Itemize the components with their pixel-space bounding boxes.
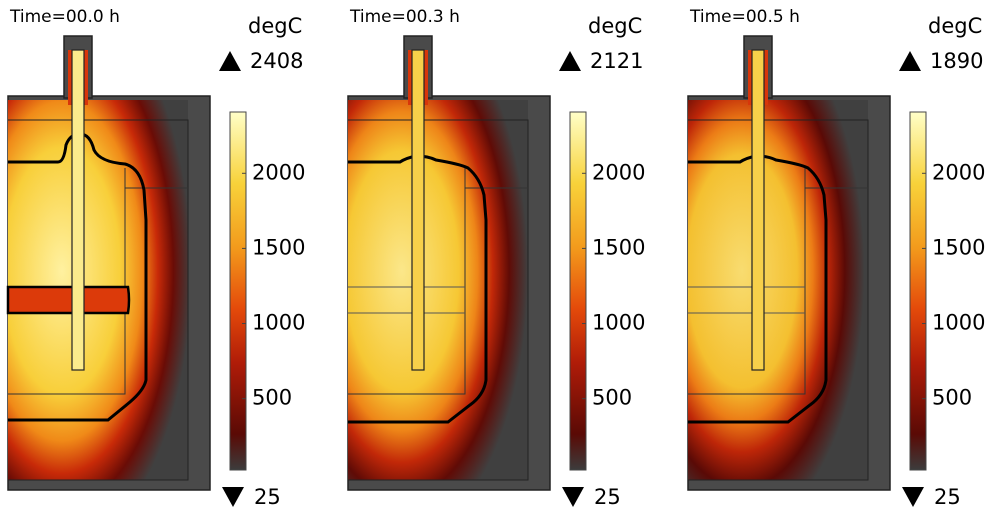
min-marker: [562, 487, 584, 507]
min-label: 25: [594, 485, 621, 509]
colorbar-tick-label: 1000: [932, 311, 985, 335]
inner-wall: [348, 119, 529, 481]
inner-divider: [688, 168, 868, 395]
max-label: 1890: [930, 49, 983, 73]
inner-divider: [8, 168, 188, 395]
unit-label: degC: [248, 14, 302, 38]
colorbar: [909, 111, 927, 471]
colorbar-tick-label: 1500: [932, 235, 985, 259]
colorbar-tick-label: 2000: [932, 160, 985, 184]
colorbar: [229, 111, 247, 471]
min-marker: [902, 487, 924, 507]
simulation-view: [6, 35, 211, 491]
max-marker: [559, 51, 581, 71]
max-marker: [219, 51, 241, 71]
melt-boundary: [8, 132, 148, 422]
simulation-view: [687, 35, 891, 491]
inner-wall: [688, 119, 869, 481]
time-label: Time=00.3 h: [349, 7, 460, 27]
min-label: 25: [254, 485, 281, 509]
unit-label: degC: [588, 14, 642, 38]
panel: Time=00.3 h degC 2121 500 1000 1500 2000 25: [347, 7, 645, 509]
layer-lines: [348, 286, 465, 314]
max-marker: [899, 51, 921, 71]
time-label: Time=00.0 h: [9, 7, 120, 27]
colorbar-tick-label: 1500: [592, 235, 645, 259]
inner-wall: [8, 119, 189, 481]
colorbar-tick-label: 1000: [592, 311, 645, 335]
cold-layer: [6, 285, 131, 315]
colorbar-tick-label: 500: [932, 386, 972, 410]
min-marker: [222, 487, 244, 507]
colorbar-tick-label: 500: [592, 386, 632, 410]
electrode: [751, 49, 765, 371]
colorbar-tick-label: 2000: [592, 160, 645, 184]
colorbar-tick-label: 1500: [252, 235, 305, 259]
min-label: 25: [934, 485, 961, 509]
colorbar-tick-label: 2000: [252, 160, 305, 184]
inner-divider: [348, 168, 528, 395]
max-label: 2121: [590, 49, 643, 73]
simulation-view: [347, 35, 551, 491]
panel: Time=00.5 h degC 1890 500 1000 1500 2000 25: [687, 7, 985, 509]
unit-label: degC: [928, 14, 982, 38]
electrode: [71, 49, 85, 371]
max-label: 2408: [250, 49, 303, 73]
time-label: Time=00.5 h: [689, 7, 800, 27]
colorbar-tick-label: 1000: [252, 311, 305, 335]
colorbar-tick-label: 500: [252, 386, 292, 410]
colorbar: [569, 111, 587, 471]
layer-lines: [688, 286, 805, 314]
electrode: [411, 49, 425, 371]
panel: Time=00.0 h degC 2408 500 1000 1500 2000 25: [6, 7, 305, 509]
